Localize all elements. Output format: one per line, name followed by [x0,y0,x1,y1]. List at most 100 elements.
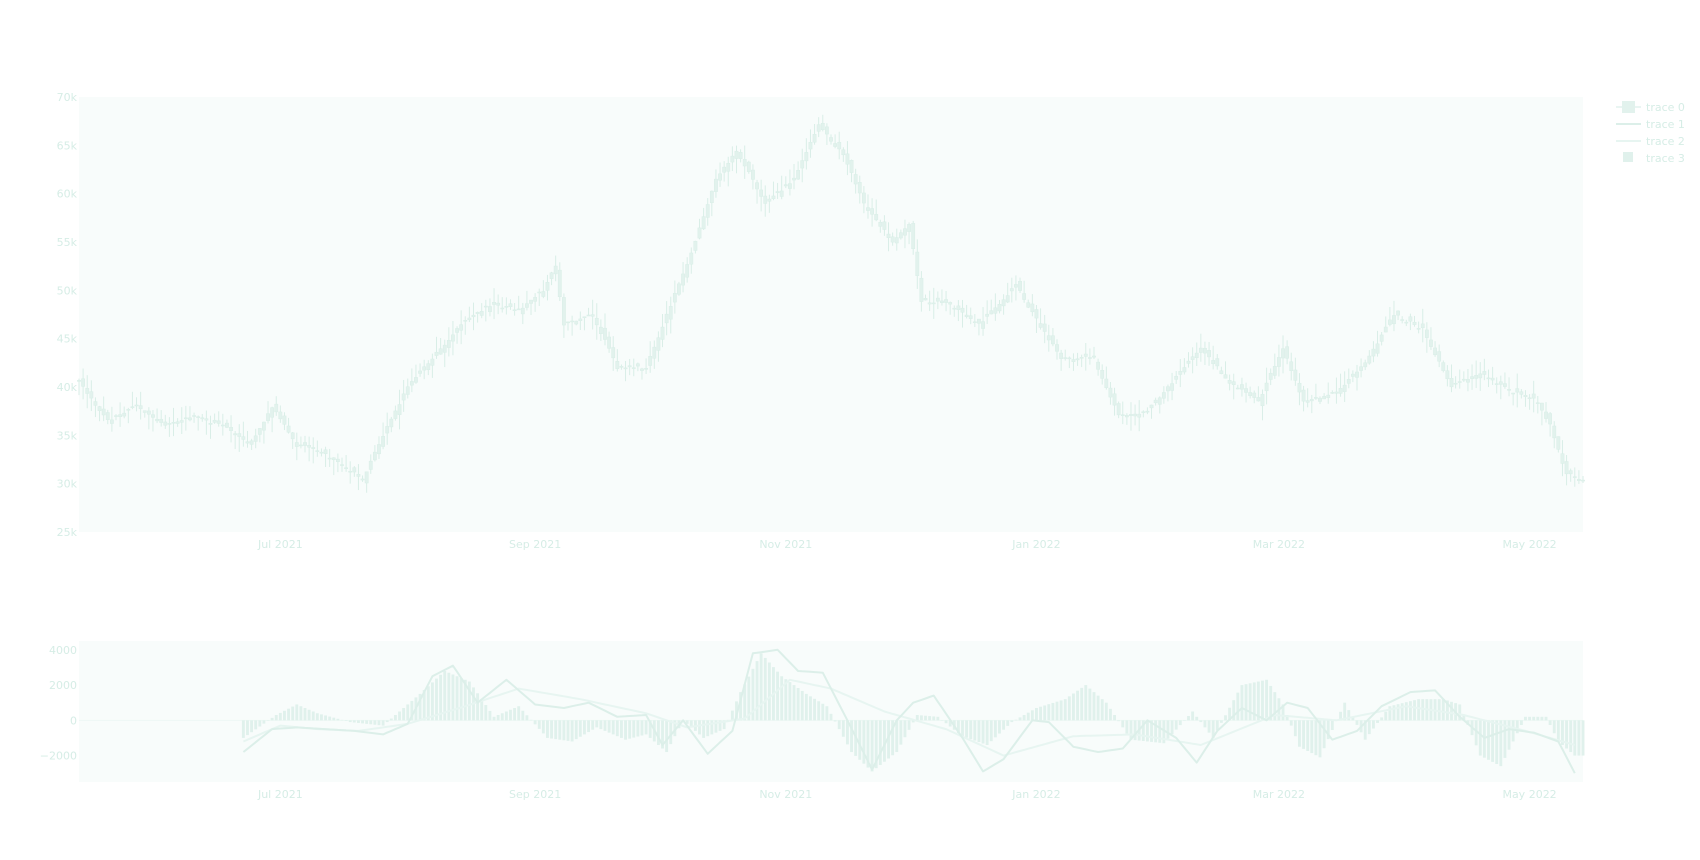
histogram-bar-2021-12-09 [940,720,944,721]
candle-body [146,410,151,415]
candle-body [1104,378,1109,388]
candle-body [1124,415,1129,418]
candle-body [282,415,287,425]
candle-body [340,464,344,466]
candle-body [414,377,418,383]
histogram-bar-2021-07-09 [311,711,315,721]
candle-body [660,326,665,340]
candle-body [220,424,225,427]
candle-2022-02-13 [1211,345,1216,370]
histogram-bar-2022-05-13 [1577,720,1581,756]
candle-2022-04-26 [1507,377,1511,397]
histogram-bar-2021-09-27 [640,720,644,736]
candle-2022-03-22 [1363,359,1368,371]
histogram-bar-2022-03-31 [1400,703,1404,721]
candle-2021-08-09 [438,337,443,355]
candle-2021-10-20 [734,145,739,174]
candle-2022-04-24 [1498,375,1503,400]
candle-body [496,302,501,306]
candle-body [463,320,468,322]
candle-2022-03-01 [1277,344,1281,377]
candle-2021-07-16 [340,457,344,472]
candle-body [97,406,102,411]
histogram-bar-2021-08-26 [509,709,512,721]
candle-body [315,450,320,452]
candle-2022-01-03 [1042,314,1047,344]
histogram-bar-2022-02-23 [1252,682,1256,721]
histogram-bar-2022-03-23 [1367,720,1371,735]
histogram-bar-2021-07-21 [361,720,364,724]
histogram-bar-2021-10-01 [656,720,660,745]
candle-2022-02-08 [1190,347,1195,374]
candle-body [1149,404,1154,409]
y-tick-label: −2000 [40,750,77,763]
candle-body [266,413,270,421]
candle-2021-06-29 [270,406,275,433]
candle-2022-04-22 [1490,366,1495,385]
candle-body [874,214,879,221]
histogram-bar-2021-09-14 [587,720,590,733]
histogram-bar-2021-09-18 [603,720,607,731]
candle-2021-07-15 [335,453,340,473]
candle-body [635,363,640,367]
candle-body [1277,357,1281,367]
histogram-bar-2021-08-18 [476,693,480,721]
candle-body [882,221,887,230]
candle-body [101,408,106,416]
candle-2021-09-05 [549,271,554,286]
candle-2022-03-27 [1383,316,1388,333]
legend-item-trace-0[interactable]: trace 0 [1616,101,1685,114]
candle-2022-01-10 [1071,353,1076,371]
legend-item-trace-2[interactable]: trace 2 [1616,135,1685,148]
x-tick-label: Jul 2021 [257,788,303,801]
candle-2021-06-23 [245,430,250,448]
histogram-bar-2021-11-07 [809,696,812,721]
histogram-bar-2022-04-27 [1511,720,1515,742]
candle-2022-04-15 [1461,371,1466,382]
histogram-bar-2021-12-20 [985,720,989,745]
candle-2022-01-23 [1124,413,1129,425]
candle-body [245,441,250,444]
candle-body [1026,302,1031,308]
candle-2022-03-28 [1387,306,1392,327]
candle-body [274,403,279,413]
candle-body [253,435,258,442]
legend-item-trace-3[interactable]: trace 3 [1623,152,1685,165]
candle-2021-09-13 [582,316,587,331]
histogram-bar-2021-10-15 [714,720,718,733]
candle-body [311,447,316,449]
candle-2021-12-07 [931,287,936,319]
candle-2022-02-02 [1166,384,1170,402]
candle-2021-05-31 [151,410,155,432]
candle-2022-03-30 [1396,310,1400,321]
candle-2021-12-03 [915,239,920,289]
candle-2021-05-26 [130,391,135,410]
histogram-bar-2022-01-23 [1125,720,1129,734]
candle-2021-10-23 [746,160,751,174]
candle-body [1157,397,1162,405]
histogram-bar-2022-03-14 [1330,720,1334,731]
candle-2021-10-24 [751,164,755,190]
candle-body [1531,393,1536,399]
candle-body [672,293,677,303]
candle-2022-04-01 [1404,319,1409,327]
candle-body [393,410,398,419]
candle-body [167,423,172,425]
candle-body [1116,403,1121,416]
candle-body [229,427,233,431]
candle-2022-04-13 [1453,376,1458,389]
histogram-bar-2021-09-08 [562,720,566,741]
candle-body [911,223,916,249]
candle-body [903,228,907,236]
candle-body [81,378,86,387]
candle-2021-11-29 [898,229,903,240]
candle-body [1038,323,1043,328]
candle-body [1137,413,1142,418]
candle-2021-07-31 [401,379,406,412]
candle-body [237,433,242,437]
candle-body [1511,392,1516,395]
histogram-bar-2022-01-05 [1051,702,1055,721]
candle-body [426,363,431,370]
legend-item-trace-1[interactable]: trace 1 [1616,118,1685,131]
candle-body [1182,367,1187,373]
